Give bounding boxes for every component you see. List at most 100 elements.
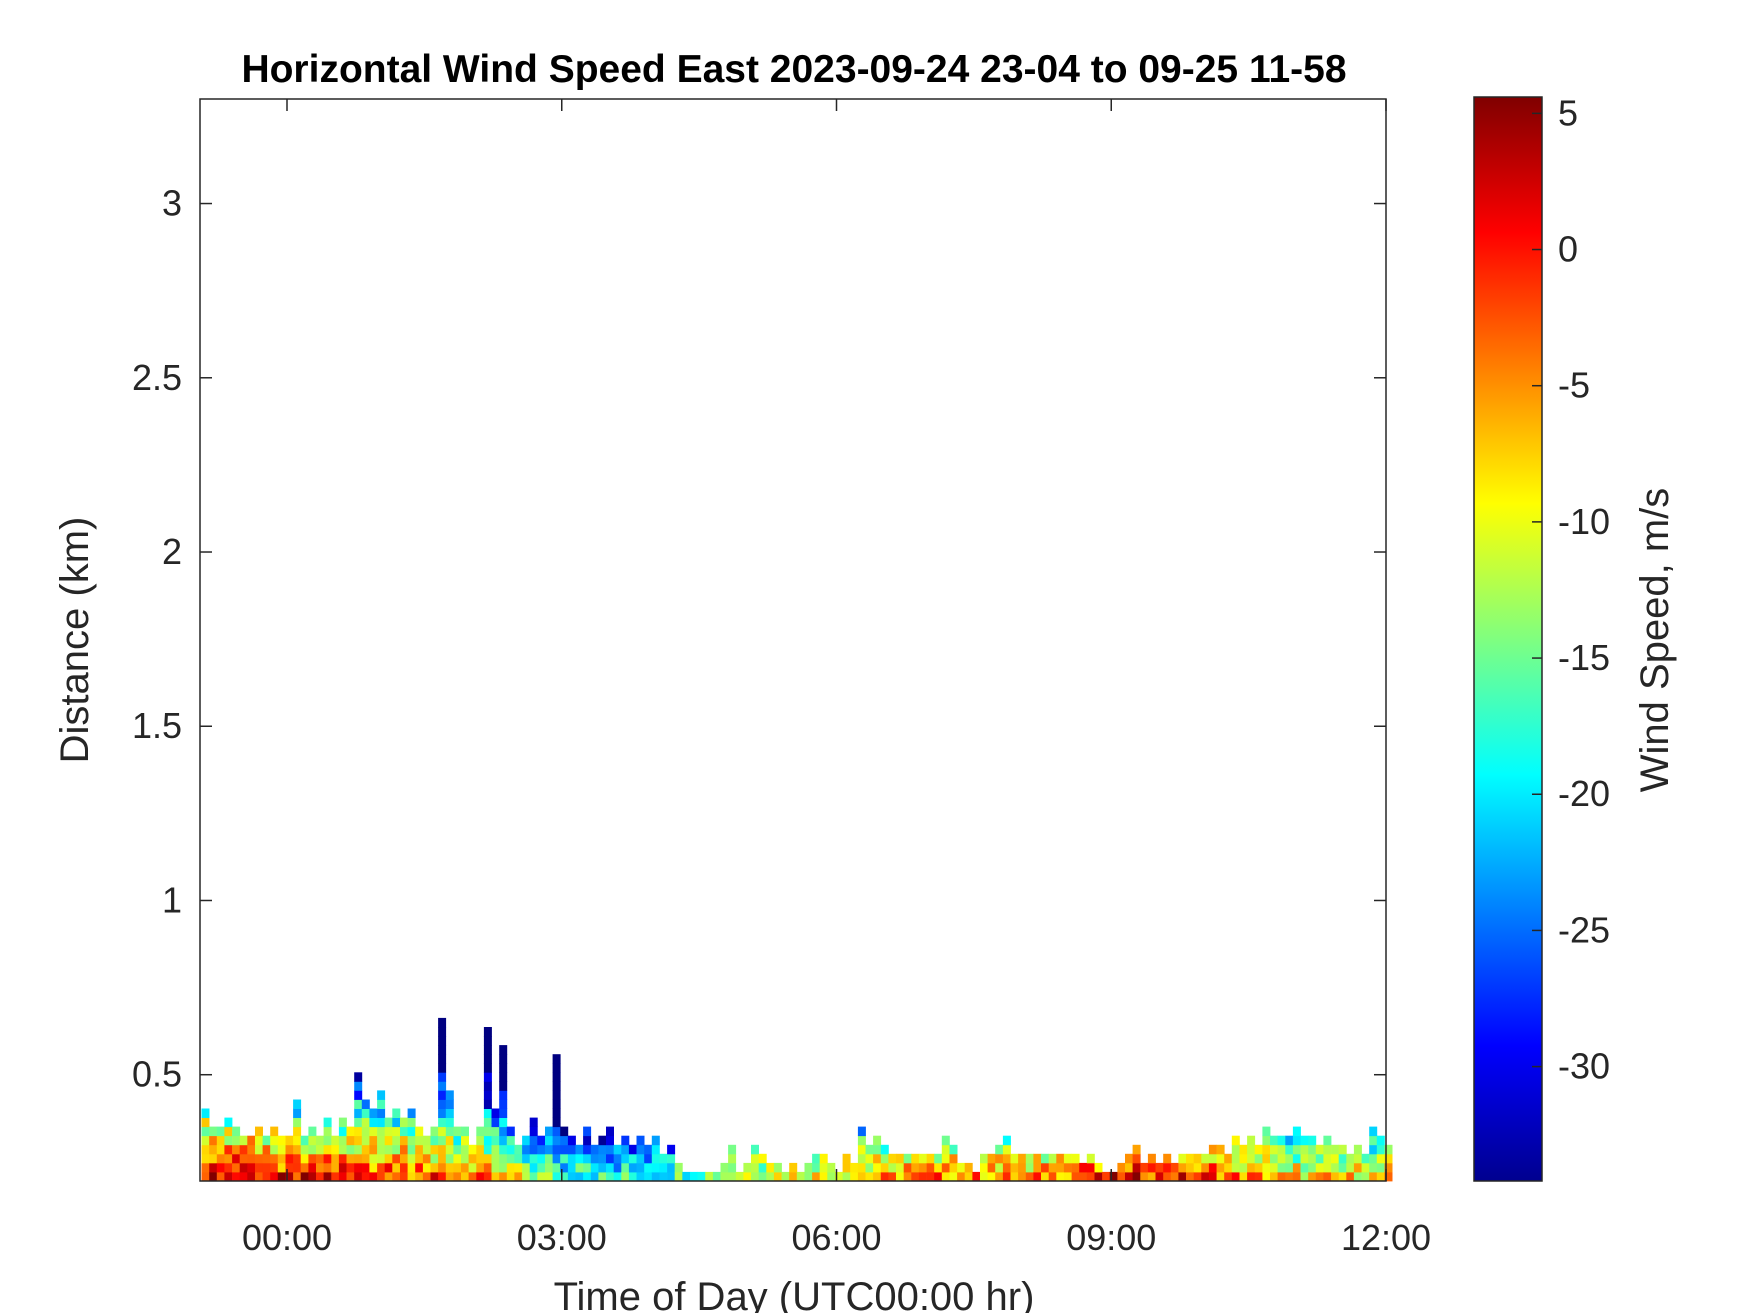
heatmap-cell [1094,1162,1103,1173]
heatmap-cell [980,1171,988,1182]
heatmap-cell [1033,1153,1042,1164]
heatmap-cell [491,1144,500,1155]
heatmap-cell [590,1153,599,1164]
heatmap-cell [277,1135,286,1146]
heatmap-cell [896,1162,904,1173]
heatmap-cell [384,1144,393,1155]
heatmap-cell [1315,1144,1324,1155]
heatmap-cell [499,1144,508,1155]
heatmap-cell [537,1162,546,1173]
heatmap-cell [361,1144,370,1155]
heatmap-cell [293,1153,302,1164]
heatmap-cell [1247,1144,1256,1155]
heatmap-cell [1140,1162,1149,1173]
heatmap-cell [453,1153,462,1164]
heatmap-cell [1086,1171,1095,1182]
heatmap-cell [873,1162,882,1173]
heatmap-cell [552,1171,561,1182]
heatmap-cell [1132,1171,1141,1182]
heatmap-cell [743,1162,752,1173]
heatmap-cell [438,1162,447,1173]
heatmap-cell [1002,1171,1011,1182]
heatmap-cell [1010,1153,1019,1164]
heatmap-cell [285,1171,294,1182]
heatmap-cell [1063,1153,1072,1164]
heatmap-cell [293,1171,302,1182]
heatmap-cell [941,1162,950,1173]
heatmap-cell [338,1162,347,1173]
heatmap-cell [529,1162,538,1173]
heatmap-cell [537,1144,546,1155]
heatmap-cell [567,1144,576,1155]
heatmap-cell [285,1153,294,1164]
heatmap-cell [224,1162,233,1173]
heatmap-cell [422,1144,431,1155]
heatmap-cell [300,1153,309,1164]
x-tick-label: 06:00 [791,1217,881,1258]
heatmap-cell [476,1144,485,1155]
heatmap-cell [308,1153,317,1164]
y-tick-label: 1 [162,879,182,920]
heatmap-cell [407,1108,416,1118]
heatmap-cell [1376,1153,1385,1164]
heatmap-cell [888,1162,897,1173]
heatmap-cell [216,1135,225,1146]
heatmap-cell [1132,1144,1141,1155]
heatmap-cell [1109,1171,1118,1182]
heatmap-cell [468,1162,477,1173]
heatmap-cell [1216,1153,1225,1164]
heatmap-cell [270,1144,279,1155]
heatmap-cell [1208,1162,1217,1173]
heatmap-cell [369,1126,378,1137]
heatmap-cell [812,1171,821,1182]
colorbar-label: Wind Speed, m/s [1633,488,1677,793]
heatmap-cell [621,1171,630,1182]
heatmap-cell [1224,1171,1233,1182]
heatmap-cell [270,1126,279,1137]
heatmap-cell [636,1162,645,1173]
x-tick-label: 12:00 [1341,1217,1431,1258]
heatmap-cell [247,1144,256,1155]
heatmap-cell [1361,1171,1370,1182]
heatmap-cell [949,1162,958,1173]
heatmap-cell [377,1171,386,1182]
heatmap-cell [995,1162,1004,1173]
heatmap-cell [888,1153,897,1164]
heatmap-cell [1125,1162,1133,1173]
heatmap-cell [560,1135,569,1146]
heatmap-cell [865,1171,874,1182]
heatmap-cell [430,1153,439,1164]
heatmap-cell [377,1108,386,1118]
heatmap-cell [1231,1153,1240,1164]
heatmap-cell [400,1126,408,1137]
heatmap-cell [552,1099,561,1109]
heatmap-cell [1224,1153,1233,1164]
heatmap-cell [1277,1144,1286,1155]
heatmap-cell [316,1162,324,1173]
heatmap-cell [346,1135,355,1146]
heatmap-cell [323,1171,332,1182]
heatmap-cell [338,1126,347,1137]
heatmap-cell [918,1171,927,1182]
heatmap-cell [674,1162,683,1173]
colorbar-tick-label: -5 [1558,365,1590,406]
heatmap-cell [392,1108,401,1118]
heatmap-cell [529,1135,538,1146]
heatmap-cell [598,1171,607,1182]
heatmap-cell [850,1162,859,1173]
heatmap-cell [224,1153,233,1164]
heatmap-cell [369,1108,378,1118]
heatmap-cell [201,1171,210,1182]
heatmap-cell [621,1153,630,1164]
heatmap-cell [926,1171,935,1182]
heatmap-cell [445,1117,454,1128]
heatmap-cell [377,1099,386,1109]
heatmap-cell [896,1171,904,1182]
heatmap-cell [522,1162,531,1173]
heatmap-cell [445,1162,454,1173]
heatmap-cell [1384,1162,1393,1173]
heatmap-cell [430,1162,439,1173]
heatmap-cell [377,1144,386,1155]
heatmap-cell [583,1126,592,1137]
heatmap-cell [331,1144,340,1155]
